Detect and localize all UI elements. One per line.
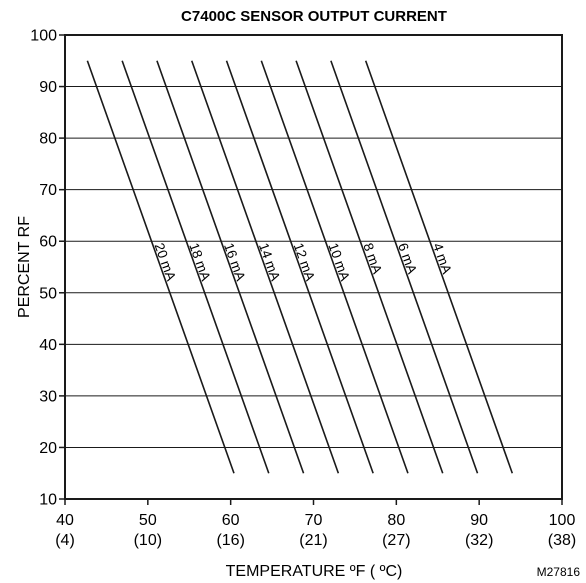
x-axis-ticks: 40 (4) 50 (10) 60 (16) 70 (21) 80 (27) 90 (32) 100 (3… [55, 499, 576, 549]
series-line-8-ma [295, 60, 444, 474]
series-label-16-ma: 16 mA [221, 241, 248, 283]
series-label-20-ma: 20 mA [152, 241, 179, 283]
series-line-10-ma [260, 60, 409, 474]
y-tick-label-20: 20 [39, 440, 57, 457]
x-tick-sublabel-70: (21) [299, 532, 327, 549]
chart-title: C7400C SENSOR OUTPUT CURRENT [181, 8, 447, 25]
x-tick-label-50: 50 [139, 512, 157, 529]
y-axis-ticks: 10 20 30 40 50 60 70 80 90 100 [30, 28, 65, 509]
series-line-4-ma [364, 60, 514, 474]
series-label-8-ma: 8 mA [360, 241, 385, 276]
x-tick-sublabel-50: (10) [134, 532, 162, 549]
series-line-16-ma [156, 60, 305, 474]
y-tick-label-90: 90 [39, 79, 57, 96]
y-tick-label-50: 50 [39, 285, 57, 302]
y-axis-label: PERCENT RF [16, 216, 33, 318]
x-axis-label: TEMPERATURE ºF ( ºC) [226, 563, 403, 580]
series-label-10-ma: 10 mA [325, 241, 352, 283]
series-line-6-ma [330, 60, 479, 474]
x-tick-sublabel-80: (27) [382, 532, 410, 549]
x-tick-sublabel-60: (16) [216, 532, 244, 549]
x-tick-label-100: 100 [549, 512, 576, 529]
series-label-18-ma: 18 mA [186, 241, 213, 283]
series-label-4-ma: 4 mA [430, 241, 455, 276]
series-label-12-ma: 12 mA [291, 241, 318, 283]
x-tick-label-90: 90 [470, 512, 488, 529]
gridlines [65, 86, 562, 448]
x-tick-sublabel-100: (38) [548, 532, 576, 549]
x-tick-sublabel-90: (32) [465, 532, 493, 549]
series-label-6-ma: 6 mA [395, 241, 420, 276]
series-lines: 20 mA 18 mA 16 mA 14 mA 12 mA 10 mA 8 mA 6 mA 4 … [86, 60, 514, 474]
y-tick-label-80: 80 [39, 131, 57, 148]
y-tick-label-100: 100 [30, 28, 57, 45]
series-line-12-ma [225, 60, 374, 474]
figure-code: M27816 [537, 565, 581, 579]
series-line-18-ma [121, 60, 270, 474]
x-tick-label-60: 60 [222, 512, 240, 529]
y-tick-label-70: 70 [39, 182, 57, 199]
y-tick-label-30: 30 [39, 388, 57, 405]
x-tick-label-70: 70 [305, 512, 323, 529]
y-tick-label-40: 40 [39, 337, 57, 354]
y-tick-label-10: 10 [39, 492, 57, 509]
y-tick-label-60: 60 [39, 234, 57, 251]
series-line-20-ma [86, 60, 235, 474]
x-tick-label-80: 80 [387, 512, 405, 529]
series-label-14-ma: 14 mA [256, 241, 283, 283]
series-line-14-ma [190, 60, 340, 474]
x-tick-sublabel-40: (4) [55, 532, 75, 549]
x-tick-label-40: 40 [56, 512, 74, 529]
